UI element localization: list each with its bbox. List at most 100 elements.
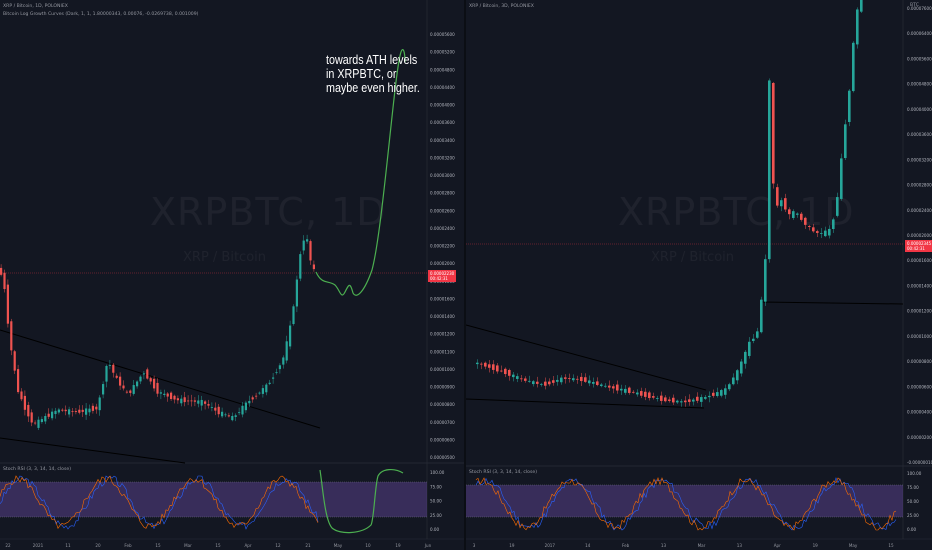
right-candle[interactable] — [772, 82, 775, 184]
left-candle[interactable] — [261, 388, 264, 394]
right-candle[interactable] — [504, 368, 507, 375]
left-candle[interactable] — [105, 365, 108, 382]
right-chart-canvas[interactable]: 0.00007600 0.00006400 0.00005600 0.00004800… — [466, 0, 932, 550]
left-candle[interactable] — [115, 375, 118, 378]
right-candle[interactable] — [724, 388, 727, 395]
right-candle[interactable] — [644, 391, 647, 397]
left-candle[interactable] — [149, 378, 152, 382]
left-candle[interactable] — [166, 393, 169, 397]
right-candle[interactable] — [544, 381, 547, 386]
left-candle[interactable] — [248, 400, 251, 404]
right-candle[interactable] — [592, 381, 595, 384]
right-candle[interactable] — [496, 365, 499, 372]
left-candle[interactable] — [285, 341, 288, 361]
left-candle[interactable] — [282, 357, 285, 365]
right-candle[interactable] — [756, 331, 759, 338]
right-candle[interactable] — [500, 370, 503, 372]
right-candle[interactable] — [816, 231, 819, 233]
left-candle[interactable] — [78, 409, 81, 413]
left-candle[interactable] — [238, 412, 241, 414]
right-candle[interactable] — [576, 378, 579, 380]
left-candle[interactable] — [217, 406, 220, 415]
left-candle[interactable] — [44, 415, 47, 422]
right-candle[interactable] — [840, 158, 843, 199]
right-candle[interactable] — [752, 338, 755, 341]
right-candle[interactable] — [572, 378, 575, 381]
right-candle[interactable] — [708, 395, 711, 398]
left-candle[interactable] — [10, 321, 13, 351]
left-candle[interactable] — [81, 409, 84, 412]
left-candle[interactable] — [176, 398, 179, 401]
left-candle[interactable] — [234, 415, 237, 417]
left-candle[interactable] — [85, 408, 88, 415]
right-candle[interactable] — [632, 391, 635, 393]
right-candle[interactable] — [712, 392, 715, 396]
right-candle[interactable] — [552, 380, 555, 383]
right-candle[interactable] — [508, 370, 511, 376]
right-candle[interactable] — [676, 400, 679, 403]
left-candle[interactable] — [139, 376, 142, 382]
right-candle[interactable] — [860, 0, 863, 12]
right-candle[interactable] — [852, 42, 855, 92]
right-candle[interactable] — [720, 390, 723, 396]
right-candle[interactable] — [792, 211, 795, 218]
right-candle[interactable] — [788, 209, 791, 215]
right-candle[interactable] — [812, 227, 815, 232]
right-candle[interactable] — [804, 217, 807, 225]
left-candle[interactable] — [258, 392, 261, 394]
right-candle[interactable] — [480, 363, 483, 365]
left-candle[interactable] — [112, 364, 115, 373]
left-indicator-header[interactable]: Bitcoin Log Growth Curves (Dark, 1, 1, 1… — [3, 12, 199, 17]
left-candle[interactable] — [180, 398, 183, 404]
left-candle[interactable] — [210, 407, 213, 408]
left-candle[interactable] — [108, 365, 111, 366]
left-candle[interactable] — [47, 413, 50, 417]
right-candle[interactable] — [764, 259, 767, 302]
left-candle[interactable] — [37, 419, 40, 428]
right-candle[interactable] — [488, 364, 491, 368]
left-symbol-header[interactable]: XRP / Bitcoin, 1D, POLONIEX — [3, 4, 68, 9]
left-candle[interactable] — [68, 409, 71, 415]
left-candle[interactable] — [102, 384, 105, 395]
left-candle[interactable] — [312, 264, 315, 270]
right-candle[interactable] — [660, 395, 663, 401]
left-candle[interactable] — [34, 422, 37, 424]
right-candle[interactable] — [700, 397, 703, 402]
right-symbol-header[interactable]: XRP / Bitcoin, 3D, POLONIEX — [469, 4, 534, 9]
left-candle[interactable] — [159, 392, 162, 394]
right-candle[interactable] — [784, 198, 787, 210]
right-candle[interactable] — [668, 399, 671, 401]
right-candle[interactable] — [528, 380, 531, 382]
left-annotation-text[interactable]: towards ATH levels in XRPBTC, or maybe e… — [326, 53, 420, 95]
right-candle[interactable] — [736, 370, 739, 381]
right-candle[interactable] — [820, 233, 823, 234]
left-candle[interactable] — [306, 239, 309, 242]
left-candle[interactable] — [74, 411, 77, 413]
right-candle[interactable] — [836, 197, 839, 216]
right-candle[interactable] — [748, 341, 751, 356]
left-candle[interactable] — [71, 411, 74, 412]
right-candle[interactable] — [540, 383, 543, 385]
left-candle[interactable] — [30, 412, 33, 423]
left-candle[interactable] — [241, 405, 244, 415]
right-candle[interactable] — [588, 380, 591, 384]
right-candle[interactable] — [696, 396, 699, 401]
right-candle[interactable] — [728, 384, 731, 390]
left-candle[interactable] — [173, 395, 176, 400]
left-candle[interactable] — [204, 401, 207, 404]
left-candle[interactable] — [207, 404, 210, 406]
right-candle[interactable] — [808, 226, 811, 227]
left-candle[interactable] — [61, 409, 64, 411]
right-candle[interactable] — [560, 377, 563, 383]
right-candle[interactable] — [692, 399, 695, 402]
right-candle[interactable] — [520, 378, 523, 380]
right-stoch-label[interactable]: Stoch RSI (3, 3, 14, 14, close) — [469, 470, 537, 475]
left-candle[interactable] — [91, 405, 94, 411]
right-candle[interactable] — [556, 379, 559, 382]
left-candle[interactable] — [268, 382, 271, 384]
right-candle[interactable] — [856, 9, 859, 45]
left-candle[interactable] — [119, 376, 122, 386]
left-candle[interactable] — [6, 284, 9, 324]
left-candle[interactable] — [200, 399, 203, 406]
right-candle[interactable] — [532, 381, 535, 385]
